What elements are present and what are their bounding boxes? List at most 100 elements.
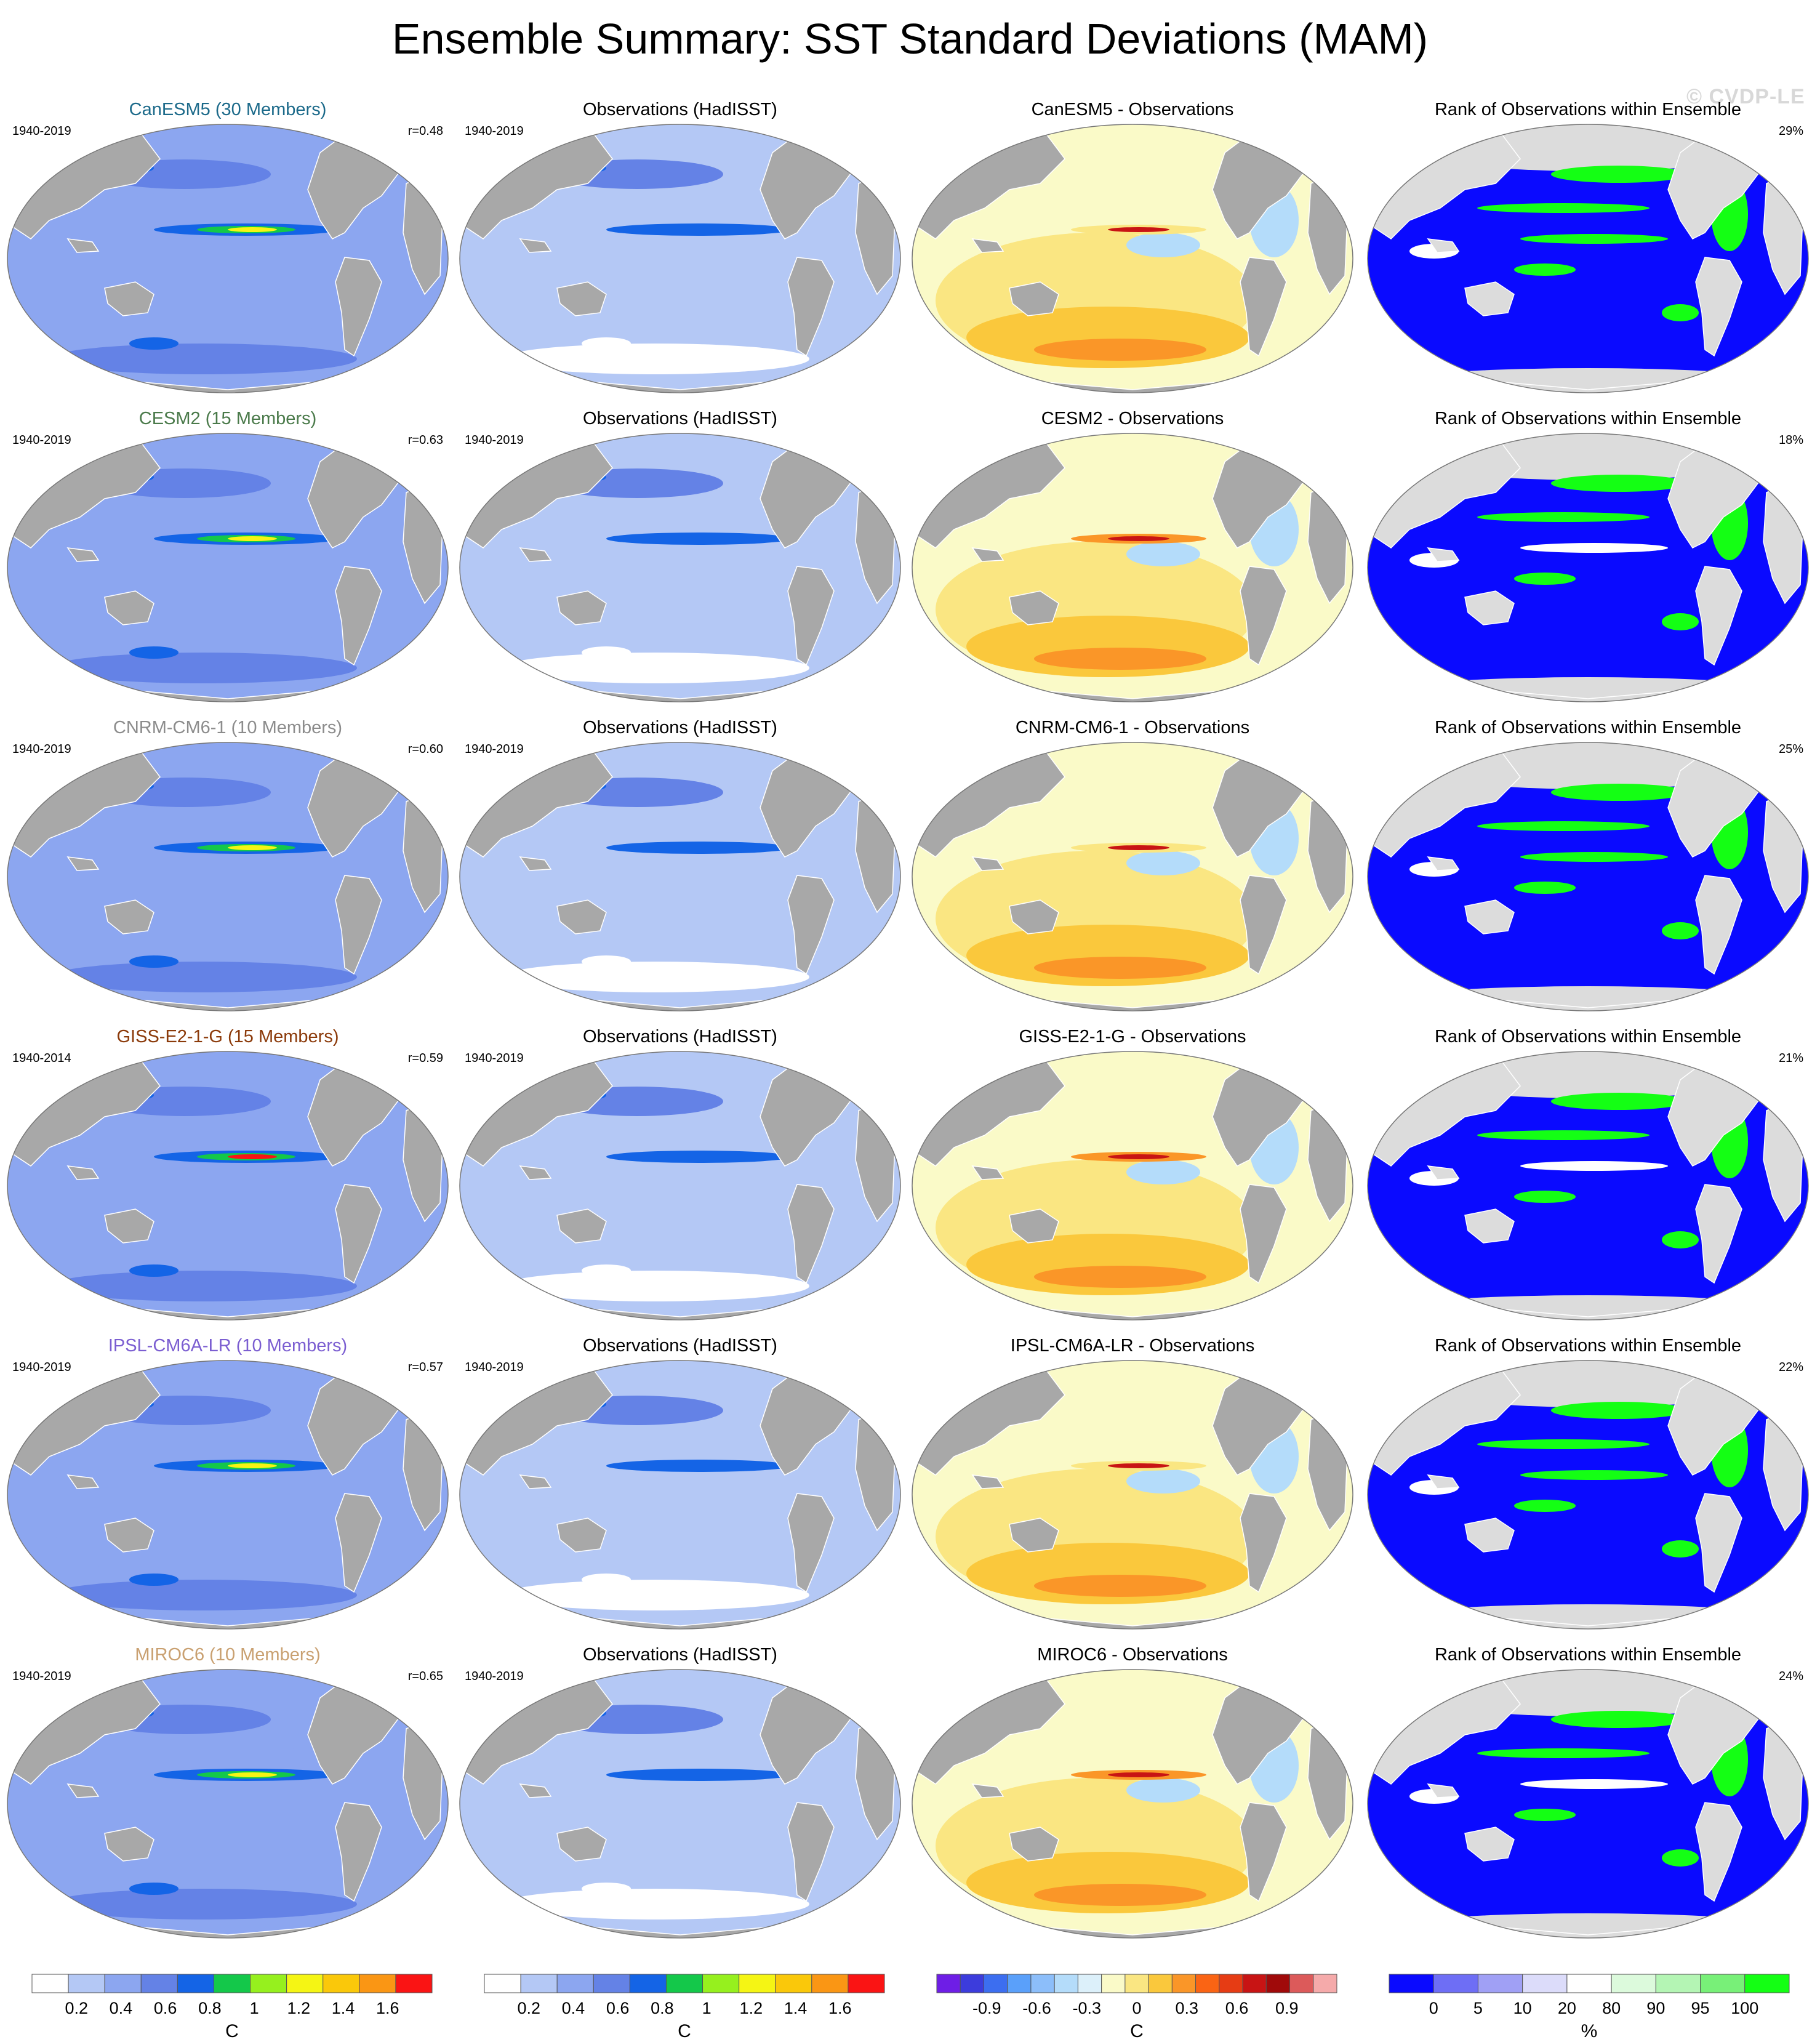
colorbar-tick-label: 1.4: [784, 1999, 808, 2017]
colorbar-swatch: [1030, 1974, 1055, 1993]
obs-map: [459, 124, 901, 393]
rank-map: [1367, 124, 1809, 393]
colorbar-tick-label: 0.6: [1225, 1999, 1249, 2017]
map-panel-rank-row-6: Rank of Observations within Ensemble 24%: [1360, 1644, 1816, 1952]
obs-map: [459, 433, 901, 702]
colorbar-swatch: [520, 1974, 558, 1993]
colorbar-tick-label: -0.6: [1022, 1999, 1051, 2017]
panel-years: 1940-2019: [12, 742, 71, 756]
colorbar-units: C: [678, 2021, 691, 2041]
panel-title: Observations (HadISST): [583, 1645, 777, 1665]
colorbar-tick-label: 90: [1646, 1999, 1666, 2017]
panel-title: MIROC6 (10 Members): [135, 1645, 321, 1665]
panel-years: 1940-2019: [465, 1670, 524, 1683]
colorbar-swatch: [250, 1974, 287, 1993]
obs-map: [459, 742, 901, 1011]
rank-percent: 29%: [1778, 124, 1803, 138]
panel-title: Rank of Observations within Ensemble: [1434, 100, 1742, 119]
colorbar-swatch: [1289, 1974, 1314, 1993]
colorbar-swatch: [286, 1974, 324, 1993]
model-map: [7, 1669, 449, 1939]
map-panel-model-row-4: GISS-E2-1-G (15 Members) 1940-2014 r=0.59: [0, 1026, 455, 1333]
diff-map: [912, 1051, 1353, 1320]
panel-title: CNRM-CM6-1 - Observations: [1015, 718, 1250, 738]
rank-map: [1367, 1669, 1809, 1939]
colorbar-swatch: [1101, 1974, 1126, 1993]
map-panel-obs-row-5: Observations (HadISST) 1940-2019: [452, 1335, 908, 1642]
colorbar-rank-4: 0 5 10 20 80 90 95 100%: [1388, 1973, 1794, 2041]
map-panel-diff-row-6: MIROC6 - Observations: [905, 1644, 1360, 1952]
rank-percent: 18%: [1778, 433, 1803, 447]
panel-title: CESM2 (15 Members): [138, 409, 317, 428]
colorbar-swatch: [1054, 1974, 1078, 1993]
rank-map: [1367, 1051, 1809, 1320]
panel-title: IPSL-CM6A-LR - Observations: [1010, 1336, 1255, 1356]
colorbar-tick-label: 0.4: [109, 1999, 133, 2017]
colorbar-diff-3: -0.9 -0.6 -0.3 0 0.3 0.6 0.9 C: [936, 1973, 1342, 2041]
colorbar-sd-2: 0.2 0.4 0.6 0.8 1 1.2 1.4 1.6 C: [483, 1973, 889, 2041]
panel-years: 1940-2019: [12, 124, 71, 138]
colorbar-swatch: [665, 1974, 704, 1993]
panel-title: Rank of Observations within Ensemble: [1434, 1336, 1742, 1356]
colorbar-swatch: [484, 1974, 521, 1993]
panel-title: CanESM5 - Observations: [1031, 100, 1234, 119]
colorbar-swatch: [1744, 1974, 1790, 1993]
colorbar-swatch: [1566, 1974, 1612, 1993]
colorbar-swatch: [1700, 1974, 1746, 1993]
panel-years: 1940-2019: [12, 433, 71, 447]
map-panel-diff-row-1: CanESM5 - Observations: [905, 98, 1360, 406]
colorbar-tick-label: 0.6: [606, 1999, 630, 2017]
colorbar-tick-label: 1.6: [375, 1999, 399, 2017]
colorbar-swatch: [848, 1974, 885, 1993]
colorbar-tick-label: 1: [702, 1999, 712, 2017]
diff-map: [912, 124, 1353, 393]
model-map: [7, 1360, 449, 1630]
colorbar-swatch: [1655, 1974, 1701, 1993]
diff-map: [912, 433, 1353, 702]
pattern-correlation: r=0.57: [407, 1361, 443, 1374]
diff-map: [912, 1669, 1353, 1939]
map-panel-model-row-6: MIROC6 (10 Members) 1940-2019 r=0.65: [0, 1644, 455, 1952]
colorbar-tick-label: 1.2: [287, 1999, 311, 2017]
pattern-correlation: r=0.48: [407, 124, 443, 138]
colorbar-swatch: [775, 1974, 812, 1993]
colorbar-tick-label: 0: [1132, 1999, 1142, 2017]
colorbar-swatch: [359, 1974, 396, 1993]
colorbar-swatch: [739, 1974, 776, 1993]
colorbar-swatch: [1219, 1974, 1243, 1993]
colorbar-swatch: [1477, 1974, 1523, 1993]
colorbar-tick-label: 0.8: [651, 1999, 674, 2017]
colorbar-tick-label: 0.6: [153, 1999, 177, 2017]
colorbar-sd-1: 0.2 0.4 0.6 0.8 1 1.2 1.4 1.6 C: [31, 1973, 437, 2041]
diff-map: [912, 1360, 1353, 1630]
colorbar-swatch: [1124, 1974, 1149, 1993]
colorbar-swatch: [983, 1974, 1008, 1993]
rank-percent: 21%: [1778, 1051, 1803, 1065]
map-panel-model-row-1: CanESM5 (30 Members) 1940-2019 r=0.48: [0, 98, 455, 406]
map-panel-obs-row-4: Observations (HadISST) 1940-2019: [452, 1026, 908, 1333]
panel-years: 1940-2019: [465, 1051, 524, 1065]
colorbar-swatch: [1077, 1974, 1102, 1993]
panel-years: 1940-2019: [465, 124, 524, 138]
panel-title: CanESM5 (30 Members): [129, 100, 327, 119]
colorbar-swatch: [1242, 1974, 1267, 1993]
colorbar-swatch: [936, 1974, 961, 1993]
colorbar-tick-label: 1.6: [828, 1999, 852, 2017]
map-panel-rank-row-5: Rank of Observations within Ensemble 22%: [1360, 1335, 1816, 1642]
map-panel-model-row-3: CNRM-CM6-1 (10 Members) 1940-2019 r=0.60: [0, 717, 455, 1024]
colorbar-tick-label: 1.2: [739, 1999, 763, 2017]
colorbar-tick-label: 0.2: [65, 1999, 88, 2017]
colorbar-swatch: [1171, 1974, 1197, 1993]
obs-map: [459, 1360, 901, 1630]
map-panel-diff-row-2: CESM2 - Observations: [905, 408, 1360, 715]
colorbar-tick-label: -0.9: [972, 1999, 1001, 2017]
map-panel-rank-row-1: Rank of Observations within Ensemble 29%: [1360, 98, 1816, 406]
pattern-correlation: r=0.63: [407, 433, 443, 447]
map-panel-obs-row-2: Observations (HadISST) 1940-2019: [452, 408, 908, 715]
colorbar-swatch: [1522, 1974, 1568, 1993]
pattern-correlation: r=0.59: [407, 1051, 443, 1065]
watermark-text: © CVDP-LE: [1686, 85, 1805, 108]
map-panel-model-row-5: IPSL-CM6A-LR (10 Members) 1940-2019 r=0.57: [0, 1335, 455, 1642]
map-panel-rank-row-4: Rank of Observations within Ensemble 21%: [1360, 1026, 1816, 1333]
colorbar-swatch: [104, 1974, 142, 1993]
